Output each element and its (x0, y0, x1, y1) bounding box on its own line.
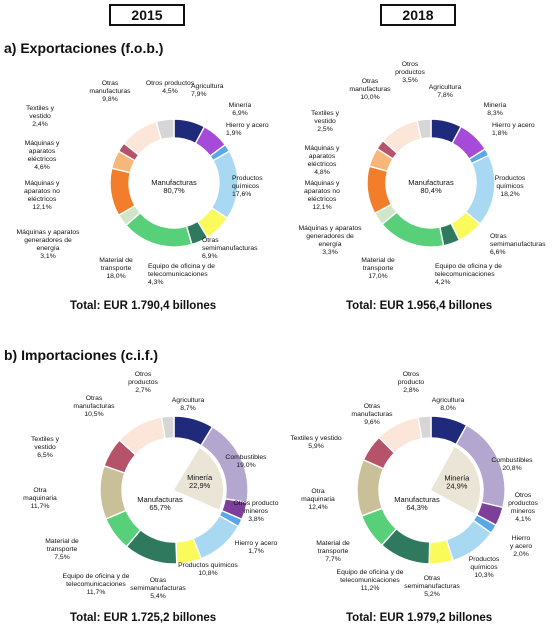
slice-label-combustibles: Agricultura 8,0% (432, 397, 465, 412)
slice-label-agricultura: Otros productos 3,5% (395, 61, 425, 84)
slice-label-equipo-de-oficina-y-de-telecomunicaciones: Otras semimanufacturas 5,2% (404, 575, 460, 598)
slice-label-maquinas-y-aparatos-generadores-de-energia: Material de transporte 17,0% (361, 257, 395, 280)
slice-label-hierro-y-acero: Otros producto mineros 3,8% (234, 500, 279, 523)
slice-otros-productos (416, 118, 432, 140)
imports-2015-total: Total: EUR 1.725,2 billones (70, 612, 217, 624)
slice-label-equipo-de-oficina-y-de-telecomunicaciones: Otras semimanufacturas 6,9% (202, 237, 258, 260)
slice-label-otra-maquinaria: Material de transporte 7,5% (45, 538, 79, 561)
inner-mineria-label: Minería 22,9% (187, 473, 213, 490)
slice-label-otras-semimanufacturas: Productos químicos 10,8% (178, 562, 238, 577)
slice-label-otros-productos: Otras manufacturas 10,0% (349, 78, 391, 101)
slice-label-productos-quimicos: Hierro y acero 1,7% (235, 540, 278, 555)
slice-label-agricultura: Otros productos 2,7% (128, 371, 158, 394)
slice-otros-productos (155, 118, 175, 141)
inner-mineria-wedge (431, 447, 480, 514)
slice-label-maquinas-y-aparatos-no-electricos: Máquinas y aparatos generadores de energía… (16, 229, 80, 260)
slice-productos-quimicos (192, 514, 240, 560)
slice-label-agricultura: Otros productos 4,5% (146, 80, 195, 95)
exports-2015-donut: Manufacturas 80,7% Otros productos 4,5%Agri… (16, 80, 268, 286)
slice-label-hierro-y-acero: Minería 6,9% (229, 102, 252, 117)
slice-label-productos-quimicos: Hierro y acero 2,0% (510, 535, 533, 558)
slice-label-maquinas-y-aparatos-electricos: Máquinas y aparatos no eléctricos 12,1% (24, 180, 60, 211)
slice-label-otros-productos: Otras manufacturas 9,8% (89, 80, 131, 103)
slice-label-equipo-de-oficina-y-de-telecomunicaciones: Otras semimanufacturas 5,4% (130, 577, 186, 600)
center-manufacturas-label: Manufacturas 64,3% (394, 495, 440, 512)
slice-productos-quimicos (464, 154, 496, 225)
slice-label-maquinas-y-aparatos-no-electricos: Máquinas y aparatos generadores de energía… (298, 225, 362, 256)
slice-label-otras-semimanufacturas: Productos químicos 17,6% (232, 175, 263, 198)
slice-otra-maquinaria (356, 458, 385, 517)
slice-label-otras-manufacturas: Textiles y vestido 6,5% (31, 436, 60, 459)
slice-label-agricultura: Otros producto 2,8% (398, 371, 425, 394)
imports-2015-donut: Minería 22,9%Manufacturas 65,7% Otros produc… (23, 371, 279, 600)
exports-2015-total: Total: EUR 1.790,4 billones (70, 300, 217, 312)
imports-2018-total: Total: EUR 1.979,2 billones (346, 612, 493, 624)
slice-maquinas-y-aparatos-no-electricos (109, 167, 137, 217)
slice-label-otras-manufacturas: Textiles y vestido 5,9% (290, 435, 342, 450)
slice-label-otras-manufacturas: Textiles y vestido 2,4% (26, 105, 55, 128)
slice-label-otras-semimanufacturas: Productos químicos 18,2% (495, 175, 526, 198)
slice-label-otros-productos: Otras manufacturas 10,5% (73, 395, 115, 418)
slice-label-otros-productos-mineros: Combustibles 20,8% (491, 457, 533, 472)
center-manufacturas-label: Manufacturas 65,7% (137, 495, 183, 512)
exports-2018-total: Total: EUR 1.956,4 billones (346, 300, 493, 312)
slice-otros-producto (417, 415, 432, 440)
imports-2018-donut: Minería 24,9%Manufacturas 64,3% Otros produc… (290, 371, 538, 598)
slice-otros-productos (160, 415, 175, 440)
slice-label-otras-semimanufacturas: Productos químicos 10,3% (469, 556, 500, 579)
slice-label-otros-producto-mineros: Combustibles 19,0% (225, 454, 267, 469)
inner-mineria-label: Minería 24,9% (444, 473, 470, 490)
slice-label-textiles-y-vestido: Máquinas y aparatos eléctricos 4,8% (305, 145, 340, 176)
slice-label-textiles-y-vestido: Otra maquinaria 12,4% (301, 488, 335, 511)
slice-label-maquinas-y-aparatos-electricos: Máquinas y aparatos no eléctricos 12,1% (304, 180, 340, 211)
slice-label-otras-manufacturas: Textiles y vestido 2,5% (311, 110, 340, 133)
slice-label-hierro-y-acero: Minería 8,3% (484, 102, 507, 117)
slice-label-productos-quimicos: Hierro y acero 1,9% (226, 122, 269, 137)
exports-section-title: a) Exportaciones (f.o.b.) (4, 40, 164, 56)
slice-label-material-de-transporte: Equipo de oficina y de telecomunicaciones… (148, 263, 215, 286)
exports-2018-donut: Manufacturas 80,4% Otros productos 3,5% Agric… (298, 61, 546, 286)
slice-label-mineria: Agricultura 7,8% (429, 84, 462, 99)
year-2018-box: 2018 (380, 4, 456, 26)
slice-label-textiles-y-vestido: Máquinas y aparatos eléctricos 4,6% (25, 140, 60, 171)
slice-label-otra-maquinaria: Material de transporte 7,7% (316, 540, 350, 563)
slice-label-mineria: Agricultura 7,9% (191, 83, 224, 98)
slice-label-material-de-transporte: Equipo de oficina y de telecomunicaciones… (337, 569, 404, 592)
slice-label-material-de-transporte: Equipo de oficina y de telecomunicaciones… (63, 573, 130, 596)
imports-section-title: b) Importaciones (c.i.f.) (4, 347, 159, 363)
slice-label-maquinas-y-aparatos-generadores-de-energia: Material de transporte 18,0% (99, 257, 133, 280)
slice-label-material-de-transporte: Equipo de oficina y de telecomunicaciones… (435, 263, 502, 286)
year-2015-box: 2015 (109, 4, 185, 26)
slice-otra-maquinaria (99, 464, 128, 520)
slice-label-productos-quimicos: Hierro y acero 1,8% (492, 122, 535, 137)
center-manufacturas-label: Manufacturas 80,4% (408, 178, 454, 195)
slice-label-hierro-y-acero: Otros productos mineros 4,1% (508, 492, 538, 523)
slice-label-textiles-y-vestido: Otra maquinaria 11,7% (23, 487, 57, 510)
slice-label-otros-producto: Otras manufacturas 9,6% (351, 403, 393, 426)
slice-label-combustibles: Agricultura 8,7% (172, 397, 205, 412)
slice-material-de-transporte (125, 211, 193, 248)
inner-mineria-wedge (174, 448, 223, 510)
center-manufacturas-label: Manufacturas 80,7% (151, 178, 197, 195)
slice-label-equipo-de-oficina-y-de-telecomunicaciones: Otras semimanufacturas 6,6% (490, 233, 546, 256)
slice-maquinas-y-aparatos-no-electricos (366, 165, 393, 215)
